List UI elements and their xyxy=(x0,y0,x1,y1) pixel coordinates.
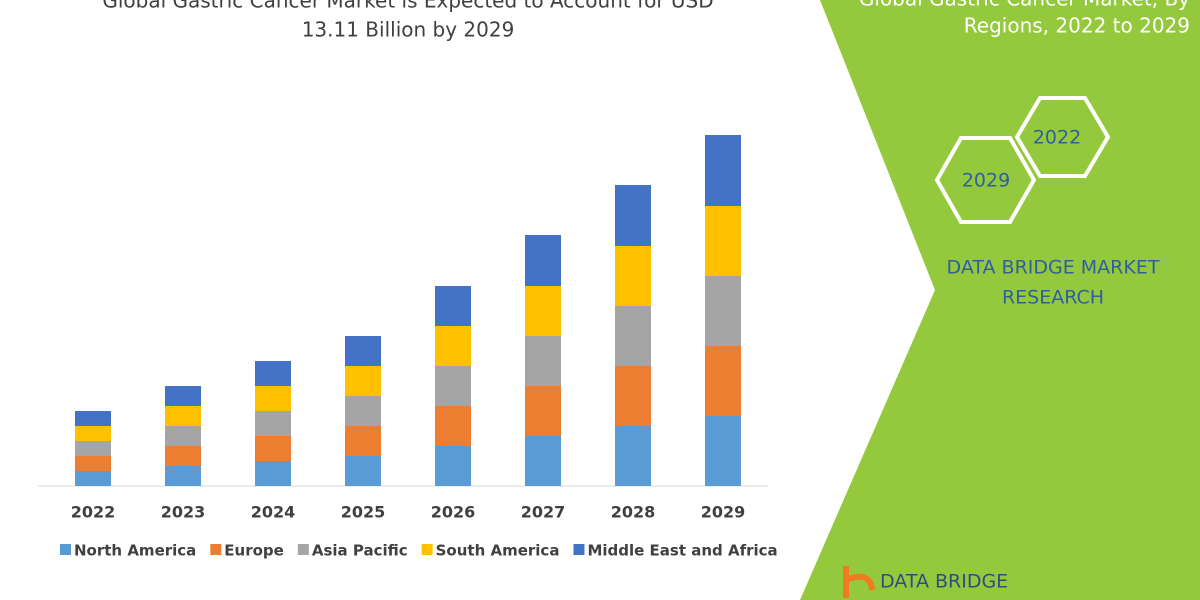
legend-swatch xyxy=(573,544,585,555)
brand-text: DATA BRIDGE MARKET xyxy=(947,257,1160,279)
x-tick-label: 2023 xyxy=(161,503,206,522)
bar-segment xyxy=(615,185,651,246)
legend-label: Asia Pacific xyxy=(312,542,408,560)
bar-segment xyxy=(345,396,381,426)
legend-label: Europe xyxy=(224,542,284,560)
bar-segment xyxy=(165,446,201,466)
bar-segment xyxy=(255,386,291,411)
bar-segment xyxy=(75,456,111,471)
bar-segment xyxy=(345,456,381,486)
panel-title: Regions, 2022 to 2029 xyxy=(964,14,1190,38)
chart-title: Global Gastric Cancer Market is Expected… xyxy=(102,0,713,13)
panel-title: Global Gastric Cancer Market, By xyxy=(859,0,1190,11)
bar-segment xyxy=(165,406,201,426)
hexagon xyxy=(934,136,1037,224)
x-tick-label: 2025 xyxy=(341,503,386,522)
bar-segment xyxy=(705,416,741,486)
bar-segment xyxy=(705,276,741,346)
brand-text: RESEARCH xyxy=(1002,287,1104,309)
x-tick-label: 2024 xyxy=(251,503,296,522)
bar-segment xyxy=(615,426,651,486)
legend-label: North America xyxy=(74,542,196,560)
bar-segment xyxy=(525,286,561,336)
bar-segment xyxy=(255,411,291,436)
bar-segment xyxy=(345,426,381,456)
bar-segment xyxy=(435,446,471,486)
bar-segment xyxy=(435,366,471,406)
bar-segment xyxy=(435,326,471,366)
x-tick-label: 2028 xyxy=(611,503,656,522)
bar-segment xyxy=(75,471,111,486)
bar-segment xyxy=(165,426,201,446)
legend-label: South America xyxy=(436,542,560,560)
legend-swatch xyxy=(210,544,222,555)
hexagon-label: 2022 xyxy=(1033,127,1081,149)
bar-segment xyxy=(615,246,651,306)
bar-segment xyxy=(75,411,111,426)
legend-swatch xyxy=(297,544,309,555)
bar-segment xyxy=(525,386,561,436)
legend-label: Middle East and Africa xyxy=(587,542,777,560)
hexagon xyxy=(1014,96,1111,178)
logo-text: DATA BRIDGE xyxy=(880,571,1008,593)
legend-swatch xyxy=(60,544,71,555)
bar-segment xyxy=(75,426,111,441)
bar-segment xyxy=(435,406,471,446)
bar-segment xyxy=(615,306,651,366)
x-tick-label: 2026 xyxy=(431,503,476,522)
bar-segment xyxy=(705,135,741,206)
bar-segment xyxy=(705,346,741,416)
chart-title: 13.11 Billion by 2029 xyxy=(302,18,515,42)
bar-segment xyxy=(435,286,471,326)
bar-segment xyxy=(525,436,561,486)
bar-segment xyxy=(255,361,291,386)
bar-segment xyxy=(345,336,381,366)
x-tick-label: 2029 xyxy=(701,503,746,522)
logo-icon xyxy=(843,566,875,598)
bar-segment xyxy=(705,206,741,276)
hexagon-label: 2029 xyxy=(962,170,1010,192)
bar-segment xyxy=(75,441,111,456)
bar-segment xyxy=(255,461,291,486)
x-tick-label: 2027 xyxy=(521,503,566,522)
bar-segment xyxy=(255,436,291,461)
bar-segment xyxy=(165,386,201,406)
x-tick-label: 2022 xyxy=(71,503,116,522)
bar-segment xyxy=(525,336,561,386)
bar-segment xyxy=(165,466,201,486)
legend-swatch xyxy=(421,544,433,555)
bar-segment xyxy=(525,235,561,286)
bar-segment xyxy=(345,366,381,396)
bar-segment xyxy=(615,366,651,426)
